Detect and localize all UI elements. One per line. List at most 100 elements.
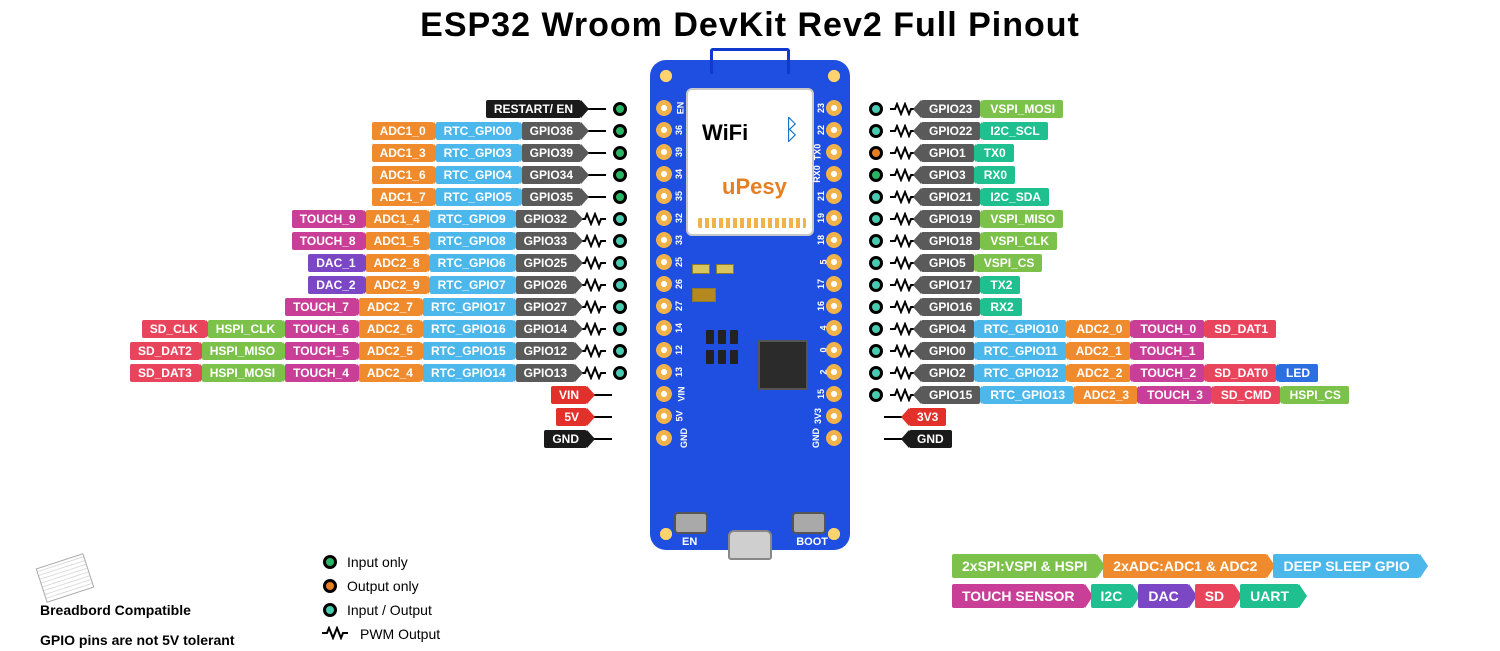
pin-row: TOUCH_9ADC1_4RTC_GPIO9GPIO32 xyxy=(291,208,630,230)
pin-row: TOUCH_8ADC1_5RTC_GPIO8GPIO33 xyxy=(291,230,630,252)
legend-label: Input only xyxy=(347,554,408,570)
pin-row: ADC1_6RTC_GPIO4GPIO34 xyxy=(371,164,630,186)
pin-tag-adc: ADC2_8 xyxy=(366,254,428,272)
pin-tag-adc: ADC1_3 xyxy=(372,144,434,162)
pin-tag-hspi_vspi: HSPI_CS xyxy=(1282,386,1349,404)
legend-chip-i2c: I2C xyxy=(1091,584,1133,608)
pin-hole xyxy=(826,122,842,138)
pin-tag-uart: TX0 xyxy=(976,144,1014,162)
pin-tag-adc: ADC1_5 xyxy=(366,232,428,250)
pin-tag-sd: SD_CMD xyxy=(1213,386,1280,404)
io-mode-dot xyxy=(869,146,883,160)
pin-tag-sd: SD_DAT0 xyxy=(1206,364,1276,382)
silk-label: RX0 xyxy=(812,165,822,183)
pin-hole xyxy=(826,386,842,402)
io-mode-dot xyxy=(869,234,883,248)
pin-hole xyxy=(826,166,842,182)
bluetooth-icon: ᛒ xyxy=(783,114,800,146)
pin-tag-gpio: GPIO14 xyxy=(516,320,575,338)
silk-label: 36 xyxy=(674,125,684,135)
silk-label: 23 xyxy=(816,103,826,113)
pin-tag-pwr_black: GND xyxy=(544,430,587,448)
pin-tag-gpio: GPIO25 xyxy=(516,254,575,272)
pin-tag-touch: TOUCH_1 xyxy=(1132,342,1204,360)
pin-row: DAC_1ADC2_8RTC_GPIO6GPIO25 xyxy=(307,252,630,274)
pin-tag-uart: RX0 xyxy=(976,166,1015,184)
pin-tag-pwr_red: VIN xyxy=(551,386,587,404)
pin-row: VSPI_CLKGPIO18 xyxy=(866,230,1058,252)
pin-tag-adc: ADC1_6 xyxy=(372,166,434,184)
pin-hole xyxy=(826,298,842,314)
pin-row: ADC1_0RTC_GPIO0GPIO36 xyxy=(371,120,630,142)
pin-hole xyxy=(656,232,672,248)
devkit-board: WiFi ᛒ uPesy EN BOOT EN36393435323325262… xyxy=(650,60,850,550)
brand-label: uPesy xyxy=(722,174,787,200)
pin-tag-gpio: GPIO32 xyxy=(516,210,575,228)
silk-label: 3V3 xyxy=(813,408,823,424)
io-mode-dot xyxy=(869,278,883,292)
pin-tag-hspi_vspi: VSPI_CS xyxy=(976,254,1043,272)
pin-tag-gpio: GPIO5 xyxy=(921,254,974,272)
pin-tag-adc: ADC2_2 xyxy=(1068,364,1130,382)
pwm-wire-icon xyxy=(320,626,350,643)
pin-hole xyxy=(826,232,842,248)
pwm-wire-icon xyxy=(579,276,607,294)
pin-tag-rtc: RTC_GPIO11 xyxy=(976,342,1066,360)
pin-row: SD_DAT1TOUCH_0ADC2_0RTC_GPIO10GPIO4 xyxy=(866,318,1277,340)
pin-row: RX2GPIO16 xyxy=(866,296,1023,318)
pin-tag-adc: ADC2_9 xyxy=(366,276,428,294)
pin-tag-adc: ADC2_5 xyxy=(359,342,421,360)
pin-tag-gpio: GPIO1 xyxy=(921,144,974,162)
silk-label: VIN xyxy=(677,386,687,401)
pin-row: 3V3 xyxy=(866,406,947,428)
pwm-wire-icon xyxy=(579,364,607,382)
pin-hole xyxy=(656,254,672,270)
pin-tag-gpio: GPIO22 xyxy=(921,122,980,140)
silk-label: 14 xyxy=(674,323,684,333)
en-button[interactable] xyxy=(674,512,708,534)
pin-tag-gpio: GPIO27 xyxy=(516,298,575,316)
pin-tag-hspi_vspi: VSPI_CLK xyxy=(982,232,1057,250)
pin-hole xyxy=(656,386,672,402)
pin-tag-rtc: RTC_GPIO12 xyxy=(976,364,1067,382)
boot-button[interactable] xyxy=(792,512,826,534)
pin-row: TOUCH_1ADC2_1RTC_GPIO11GPIO0 xyxy=(866,340,1205,362)
legend-chip-touch: TOUCH SENSOR xyxy=(952,584,1085,608)
pin-tag-gpio: GPIO15 xyxy=(921,386,980,404)
pin-hole xyxy=(656,364,672,380)
pin-tag-gpio: GPIO0 xyxy=(921,342,974,360)
pin-tag-adc: ADC2_4 xyxy=(359,364,421,382)
legend-label: Input / Output xyxy=(347,602,432,618)
legend-dot xyxy=(323,579,337,593)
pin-tag-gpio: GPIO34 xyxy=(522,166,581,184)
left-pin-column: RESTART/ ENADC1_0RTC_GPIO0GPIO36ADC1_3RT… xyxy=(0,98,630,450)
pin-tag-pwr_red: 3V3 xyxy=(909,408,946,426)
silk-label: TX0 xyxy=(813,144,823,161)
pin-hole xyxy=(656,408,672,424)
pin-tag-sd: SD_DAT1 xyxy=(1206,320,1276,338)
silk-label: 5 xyxy=(818,259,828,264)
io-mode-dot xyxy=(869,102,883,116)
pin-tag-rtc: RTC_GPIO9 xyxy=(430,210,514,228)
legend-chip-dac: DAC xyxy=(1138,584,1188,608)
pin-tag-touch: TOUCH_7 xyxy=(285,298,357,316)
pin-row: SD_DAT2HSPI_MISOTOUCH_5ADC2_5RTC_GPIO15G… xyxy=(129,340,630,362)
io-mode-dot xyxy=(869,190,883,204)
io-mode-dot xyxy=(869,256,883,270)
io-mode-dot xyxy=(613,168,627,182)
pin-tag-rtc: RTC_GPIO4 xyxy=(436,166,520,184)
pin-hole xyxy=(826,144,842,160)
pin-tag-rtc: RTC_GPIO0 xyxy=(436,122,520,140)
pin-row: VSPI_CSGPIO5 xyxy=(866,252,1043,274)
pin-tag-touch: TOUCH_5 xyxy=(285,342,357,360)
pin-hole xyxy=(656,430,672,446)
boot-button-label: BOOT xyxy=(796,536,828,548)
en-button-label: EN xyxy=(682,536,697,548)
pin-tag-sd: SD_DAT2 xyxy=(130,342,200,360)
pin-hole xyxy=(656,100,672,116)
pin-row: 5V xyxy=(555,406,630,428)
pin-tag-led: LED xyxy=(1278,364,1318,382)
silk-label: 39 xyxy=(674,147,684,157)
pin-hole xyxy=(656,166,672,182)
io-mode-dot xyxy=(613,344,627,358)
